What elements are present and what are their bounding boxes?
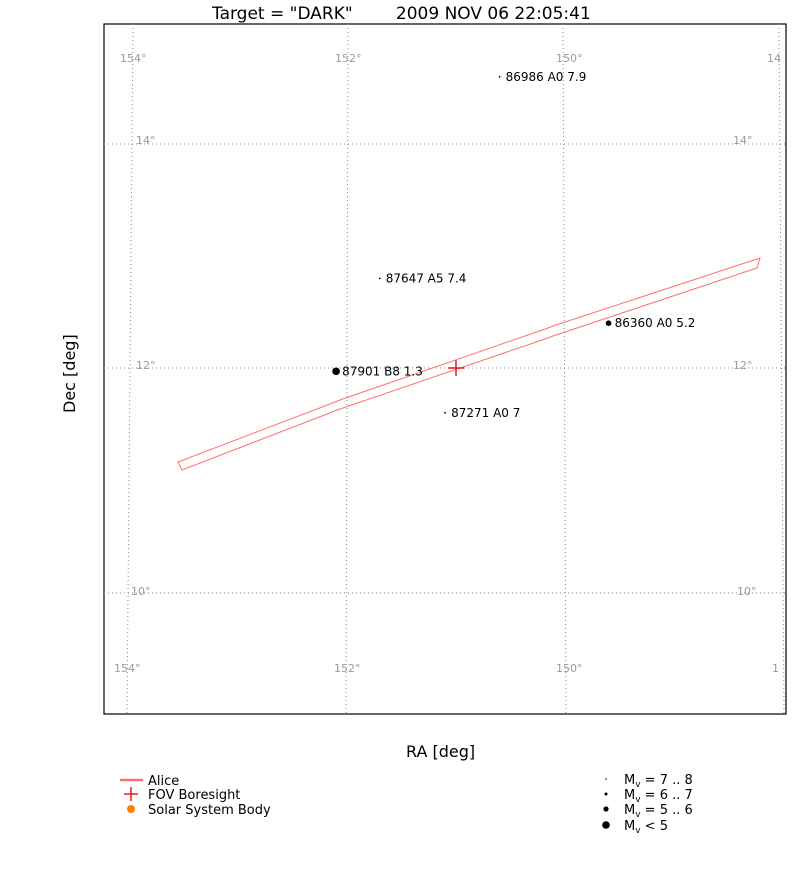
ra-tick-label: 14 [767,52,781,65]
mag-legend-label: Mv < 5 [624,819,668,836]
boresight-legend-label: FOV Boresight [148,788,240,803]
dec-tick-label: 12° [136,359,156,372]
star-label: 87901 B8 1.3 [342,364,423,378]
dec-tick-label: 14° [136,134,156,147]
dec-tick-labels-left: 14° 12° 10° [131,134,156,598]
mag-legend-label: Mv = 5 .. 6 [624,803,693,820]
star-marker [498,75,501,78]
mag-legend-label: Mv = 7 .. 8 [624,773,693,790]
star-layer: 86986 A0 7.9 87647 A5 7.4 86360 A0 5.2 8790… [332,70,695,420]
ra-tick-label: 154° [114,662,141,675]
mag-legend-label: Mv = 6 .. 7 [624,788,693,805]
star-label: 87271 A0 7 [451,406,520,420]
mag-legend-marker [603,806,609,812]
ra-gridline-148 [778,23,785,715]
star-marker [605,320,612,327]
chart-title: Target = "DARK" 2009 NOV 06 22:05:41 [211,4,591,24]
dec-tick-label: 10° [737,585,757,598]
alice-legend-label: Alice [148,774,179,789]
plot-frame [103,23,787,715]
dec-tick-label: 14° [733,134,753,147]
mag-legend-marker [605,778,607,780]
ra-tick-label: 154° [120,52,147,65]
ra-tick-label: 152° [334,662,361,675]
star-marker [378,277,381,280]
ra-tick-label: 150° [556,52,583,65]
ra-tick-label: 150° [556,662,583,675]
star-label: 87647 A5 7.4 [386,271,467,285]
ra-gridline-154 [126,23,134,715]
mag-legend-marker [602,821,610,829]
series-legend: Alice FOV Boresight Solar System Body [120,774,271,818]
mag-legend-marker [604,792,608,796]
ra-tick-labels-top: 154° 152° 150° 14 [120,52,781,65]
boresight-legend-swatch [124,787,138,801]
ra-tick-labels-bottom: 154° 152° 150° 1 [114,662,779,675]
dec-tick-label: 12° [733,359,753,372]
star-label: 86360 A0 5.2 [615,316,696,330]
fov-boresight-marker [448,360,464,376]
star-marker [332,367,340,376]
solar-system-body-legend-swatch [127,805,135,813]
star-marker [444,411,446,414]
dec-tick-label: 10° [131,585,151,598]
dec-tick-labels-right: 14° 12° 10° [733,134,757,598]
star-label: 86986 A0 7.9 [506,70,587,84]
magnitude-legend: Mv = 7 .. 8 Mv = 6 .. 7 Mv = 5 .. 6 Mv <… [602,773,693,836]
coordinate-grid [104,23,786,715]
y-axis-label: Dec [deg] [60,334,79,413]
alice-slit-outline [177,257,761,471]
x-axis-label: RA [deg] [406,742,475,761]
ra-tick-label: 152° [335,52,362,65]
solar-system-body-legend-label: Solar System Body [148,803,271,818]
ra-gridline-150 [562,23,567,715]
ra-tick-label: 1 [772,662,779,675]
